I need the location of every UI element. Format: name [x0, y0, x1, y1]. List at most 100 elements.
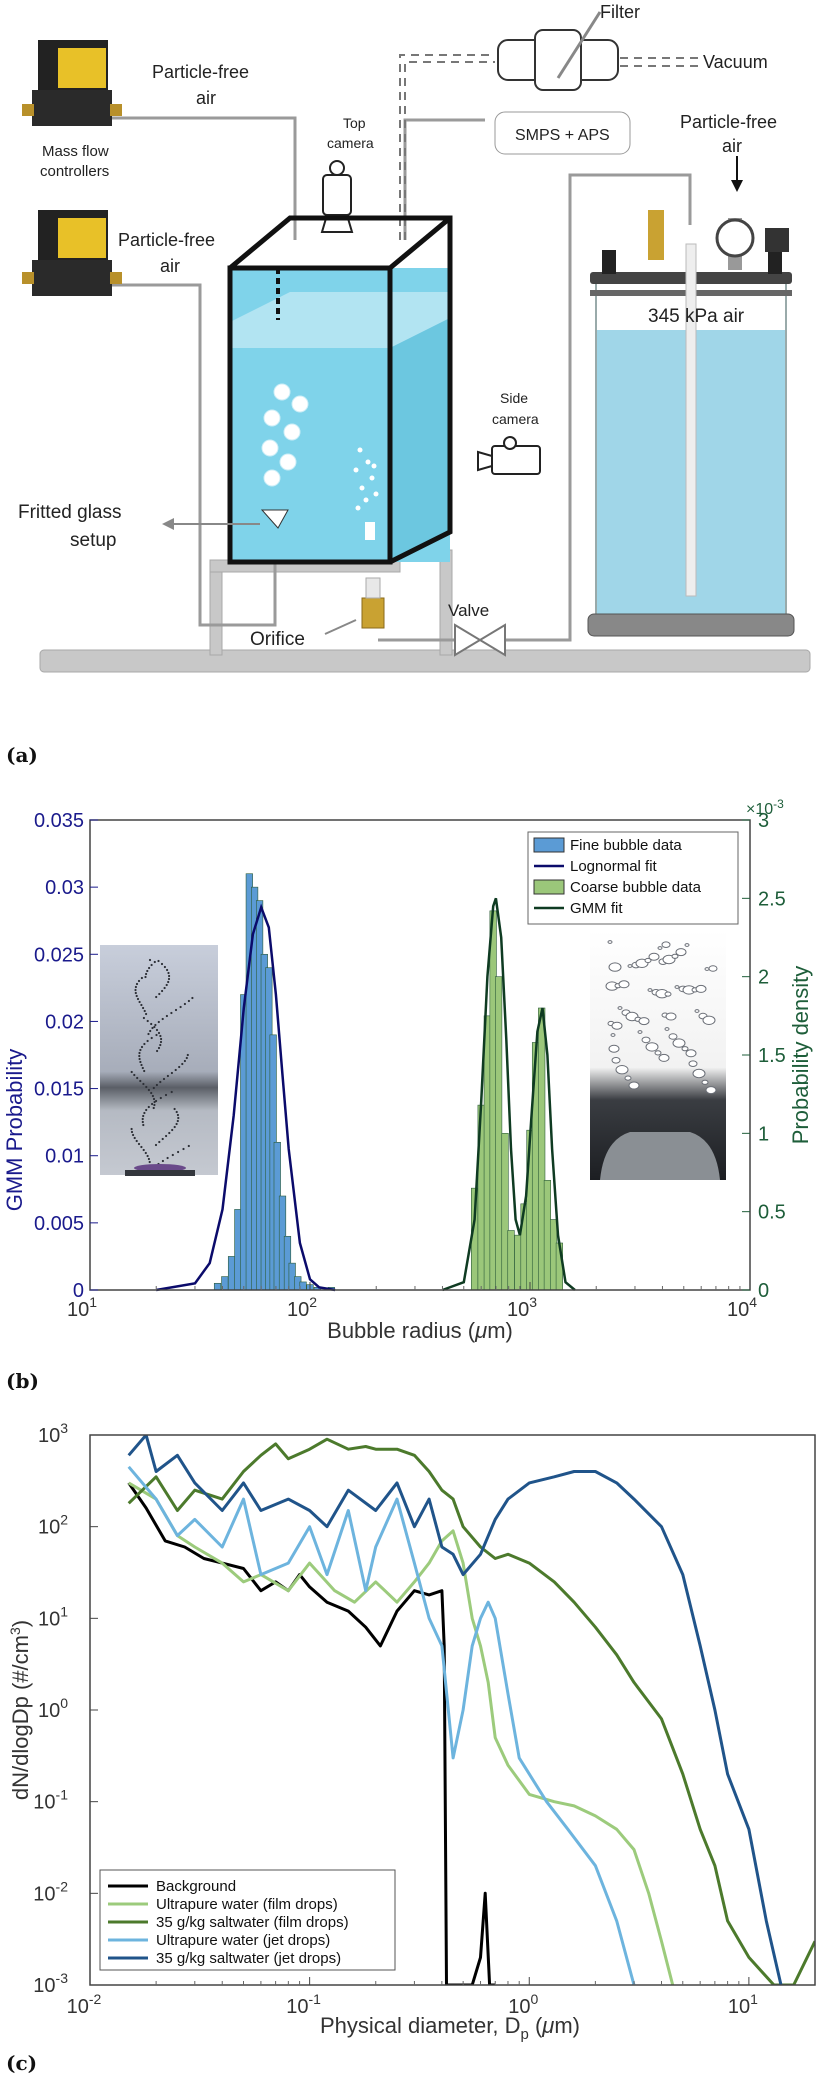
fine-bubble-dot — [171, 1128, 174, 1132]
panel-b-letter: (b) — [6, 1369, 39, 1390]
fine-bubble-dot — [155, 995, 158, 999]
fine-bubble-dot — [140, 976, 143, 980]
coarse-bubble-dot — [664, 991, 672, 997]
fine-bubble-dot — [185, 1056, 188, 1060]
fine-bubble-dot — [138, 1051, 141, 1055]
fine-bubble-dot — [187, 999, 190, 1003]
fine-bubble-dot — [142, 1114, 145, 1118]
fine-bubble-dot — [143, 1009, 146, 1013]
top-camera-label-b: camera — [327, 135, 374, 151]
coarse-bubble-dot — [611, 1057, 621, 1064]
coarse-bubble-dot — [647, 988, 653, 992]
x-tick-label: 10-2 — [67, 1991, 102, 2018]
y-tick-label: 10-2 — [33, 1878, 68, 1905]
left-tick-label: 0.03 — [45, 877, 84, 899]
fine-bubble-dot — [164, 1093, 168, 1097]
panel-a-letter: (a) — [6, 743, 38, 767]
fine-bubble-dot — [141, 1120, 144, 1124]
fine-bubble-dot — [162, 1077, 166, 1081]
fine-bubble-dot — [156, 1049, 159, 1053]
legend-entry-2: 35 g/kg saltwater (film drops) — [156, 1914, 349, 1931]
fine-bubble-dot — [133, 1136, 136, 1140]
fine-bubble-dot — [157, 1046, 161, 1050]
x-tick-label: 104 — [727, 1294, 757, 1321]
left-tick-label: 0.01 — [45, 1146, 84, 1168]
fine-bubble-dot — [142, 1123, 145, 1127]
legend-entry-3: Ultrapure water (jet drops) — [156, 1932, 330, 1949]
fine-bubble-dot — [157, 959, 160, 963]
panel-a-schematic: Filter Vacuum SMPS + APS Particle-free a… — [6, 2, 811, 767]
coarse-bubble-bar — [507, 1230, 515, 1291]
fine-bubble-dot — [191, 996, 194, 1000]
panel-c-letter: (c) — [6, 2051, 37, 2075]
right-tick-label: 0.5 — [758, 1202, 786, 1224]
fine-bubble-dot — [142, 1016, 145, 1020]
coarse-bubble-dot — [708, 965, 718, 972]
series-line-3 — [127, 1465, 636, 1985]
fine-bubble-dot — [157, 1031, 161, 1035]
fine-bubble-dot — [155, 1099, 158, 1103]
smps-aps-box — [494, 111, 631, 155]
legend-gmm: GMM fit — [570, 900, 623, 917]
fine-bubble-dot — [147, 1105, 150, 1109]
legend-lognormal: Lognormal fit — [570, 858, 658, 875]
fine-bubble-dot — [140, 1145, 143, 1149]
fine-bubble-bar — [299, 1281, 307, 1291]
coarse-bubble-dot — [704, 967, 710, 971]
fine-bubble-dot — [134, 988, 137, 992]
water-tank — [227, 215, 453, 565]
right-tick-label: 0 — [758, 1280, 769, 1302]
valve-label: Valve — [448, 601, 489, 620]
coarse-bubble-bar — [495, 976, 503, 1291]
coarse-bubble-dot — [618, 980, 630, 989]
legend-entry-4: 35 g/kg saltwater (jet drops) — [156, 1950, 341, 1967]
panel-c-y-ticks: 103 102 101 100 10-1 10-2 10-3 — [33, 1420, 98, 1997]
fine-bubble-dot — [148, 958, 152, 962]
fine-bubble-dot — [134, 985, 137, 989]
coarse-bubble-dot — [665, 1012, 677, 1021]
fine-bubble-dot — [168, 1131, 171, 1135]
particle-free-air-label-2b: air — [160, 256, 180, 276]
coarse-bubble-dot — [684, 943, 690, 947]
fine-bubble-dot — [138, 1000, 141, 1004]
fine-bubble-dot — [155, 1033, 158, 1037]
legend-entry-0: Background — [156, 1878, 236, 1895]
fine-bubble-dot — [187, 1144, 190, 1148]
left-tick-label: 0 — [73, 1280, 84, 1302]
fine-bubble-dot — [166, 1074, 169, 1078]
orifice-label: Orifice — [250, 629, 305, 650]
fine-bubble-dot — [167, 971, 170, 975]
series-line-2 — [127, 1437, 815, 1985]
fritted-arrow-head — [162, 518, 174, 530]
coarse-bubble-dot — [615, 1065, 629, 1075]
fine-bubble-bar — [227, 1256, 236, 1291]
vacuum-label: Vacuum — [703, 52, 768, 72]
fine-bubble-dot — [146, 1154, 149, 1158]
series-line-4 — [127, 1435, 783, 1985]
fine-bubble-dot — [176, 1113, 179, 1117]
fine-bubble-dot — [158, 1140, 161, 1144]
fine-bubble-photo — [100, 945, 218, 1176]
fine-bubble-dot — [159, 1096, 162, 1100]
mass-flow-controller-top — [22, 40, 122, 126]
coarse-bubble-dot — [638, 1017, 650, 1026]
fine-bubble-dot — [159, 1040, 163, 1044]
coarse-bubble-dot — [637, 1030, 643, 1034]
fine-bubble-dot — [154, 1143, 158, 1147]
coarse-bubble-dot — [701, 1079, 709, 1085]
fine-bubble-dot — [154, 1023, 157, 1027]
coarse-bubble-dot — [617, 1006, 623, 1010]
coarse-bubble-dot — [610, 1033, 616, 1037]
fine-bubble-dot — [141, 1117, 144, 1121]
fine-bubble-dot — [152, 1086, 155, 1090]
smps-aps-label: SMPS + APS — [515, 127, 610, 144]
fine-bubble-dot — [145, 1108, 148, 1112]
particle-free-air-label-1b: air — [196, 88, 216, 108]
fine-bubble-dot — [147, 1032, 150, 1036]
fine-bubble-dot — [151, 1026, 154, 1030]
fine-bubble-dot — [146, 1039, 149, 1043]
fine-bubble-dot — [138, 1057, 141, 1061]
right-tick-label: 2 — [758, 967, 769, 989]
air-lines — [110, 116, 692, 642]
